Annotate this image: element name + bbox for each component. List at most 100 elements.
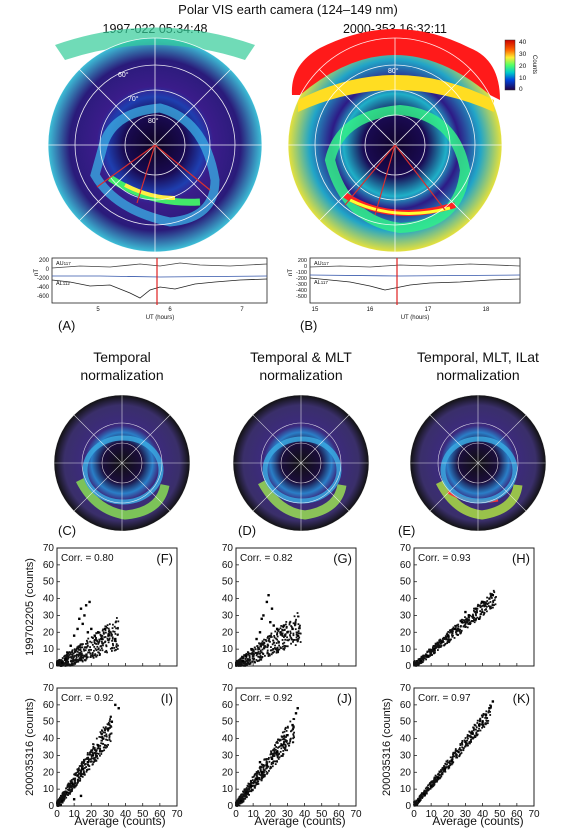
colorbar-tick-30: 30 (519, 51, 527, 58)
scatter-point (246, 793, 249, 796)
scatter-point (241, 793, 244, 796)
scatter-point (267, 639, 270, 642)
scatter-point (244, 657, 247, 660)
scatter-point (440, 770, 443, 773)
scatter-point (85, 655, 88, 658)
scatter-point (81, 622, 84, 626)
scatter-point (115, 640, 117, 643)
scatter-point (66, 786, 69, 788)
scatter-point (476, 733, 479, 736)
scatter-point (263, 638, 265, 641)
scatter-point (74, 785, 76, 788)
scatter-point (71, 650, 73, 653)
scatter-point (92, 656, 95, 659)
scatter-point (98, 638, 101, 641)
panel-b-ytick-5: -400 (296, 288, 307, 294)
scatter-point (483, 602, 486, 604)
scatter-point (260, 644, 262, 647)
scatter-point (85, 766, 88, 768)
scatter-point (112, 623, 114, 626)
scatter-point (236, 662, 238, 665)
scatter-point (257, 780, 260, 783)
scatter-point (426, 789, 429, 792)
scatter-point (283, 730, 286, 733)
scatter-point (90, 749, 93, 752)
scatter-point (466, 619, 468, 622)
scatter-point (253, 646, 256, 649)
scatter-point (84, 646, 86, 649)
scatter-point (98, 736, 101, 738)
scatter-point (236, 664, 239, 667)
scatter-point (111, 639, 113, 642)
scatter-point (462, 749, 465, 752)
y-tick-label: 70 (43, 543, 55, 554)
scatter-point (110, 650, 113, 652)
scatter-point (477, 723, 481, 727)
scatter-point (470, 732, 472, 735)
scatter-point (468, 735, 470, 737)
scatter-point (480, 613, 482, 615)
scatter-point (61, 792, 64, 794)
scatter-point (429, 649, 432, 652)
scatter-point (245, 791, 248, 794)
scatter-point (251, 782, 254, 784)
scatter-point (280, 747, 283, 750)
scatter-point (105, 738, 107, 741)
scatter-point (61, 795, 64, 798)
scatter-point (455, 624, 458, 627)
scatter-point (74, 659, 76, 662)
x-tick-label: 50 (137, 809, 149, 820)
norm-e-title-2: normalization (436, 367, 519, 383)
scatter-point (266, 771, 269, 774)
scatter-point (489, 601, 492, 603)
scatter-point (240, 796, 243, 799)
scatter-point (281, 639, 284, 641)
scatter-point (434, 642, 437, 645)
scatter-point (68, 789, 71, 792)
scatter-point (473, 728, 475, 731)
scatter-point (74, 649, 77, 652)
scatter-point (238, 658, 241, 661)
y-tick-label: 50 (43, 717, 55, 728)
scatter-point (285, 739, 287, 742)
scatter-point (257, 646, 259, 649)
scatter-point (456, 627, 459, 630)
panel-letter: (I) (161, 691, 173, 706)
scatter-point (286, 639, 289, 642)
scatter-point (247, 658, 250, 661)
scatter-point (86, 642, 89, 645)
scatter-point (278, 628, 280, 631)
scatter-point (111, 627, 114, 630)
scatter-point (472, 726, 475, 729)
scatter-point (280, 647, 282, 650)
scatter-point (261, 640, 264, 643)
scatter-point (111, 642, 114, 645)
scatter-point (86, 641, 89, 644)
scatter-point (452, 630, 454, 633)
scatter-point (248, 794, 250, 796)
scatter-point (258, 760, 262, 764)
scatter-point (106, 745, 109, 748)
scatter-point (253, 780, 256, 782)
scatter-point (261, 648, 264, 651)
scatter-point (265, 761, 268, 764)
y-tick-label: 10 (222, 644, 234, 655)
scatter-point (78, 648, 80, 651)
panel-a-xlabel: UT (hours) (146, 315, 175, 321)
scatter-point (265, 770, 268, 773)
scatter-point (63, 655, 65, 658)
scatter-point (425, 658, 428, 661)
scatter-point (490, 607, 493, 610)
scatter-point (107, 630, 110, 633)
scatter-point (490, 706, 492, 709)
scatter-point (85, 770, 88, 773)
scatter-point (97, 643, 100, 645)
scatter-point (103, 636, 106, 639)
scatter-point (481, 600, 484, 604)
scatter-point (484, 602, 487, 605)
scatter-point (95, 754, 97, 756)
scatter-point (245, 656, 248, 659)
scatter-point (69, 784, 71, 787)
scatter-point (104, 726, 107, 729)
scatter-point (425, 789, 428, 792)
